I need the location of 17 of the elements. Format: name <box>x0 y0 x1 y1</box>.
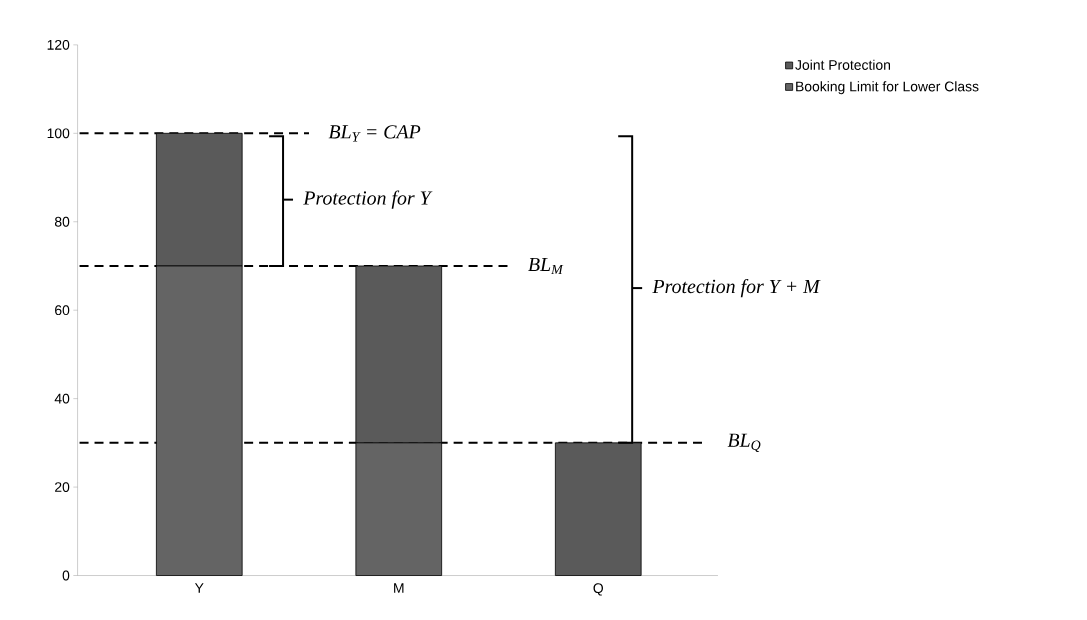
ref-line-label: BL$_{Q}$ <box>727 433 761 452</box>
ref-line-label: BL$_{Y}$ = CAP <box>328 124 421 142</box>
y-tick-label: 20 <box>55 481 70 492</box>
legend-label: Booking Limit for Lower Class <box>796 80 979 94</box>
y-tick-label: 120 <box>47 39 70 50</box>
ref-line-label: BL$_{M}$ <box>528 257 564 274</box>
x-tick-label: Y <box>194 583 204 593</box>
y-tick-label: 0 <box>62 570 70 581</box>
y-tick-label: 40 <box>54 393 70 404</box>
x-tick-label: M <box>394 583 404 593</box>
legend-label: Joint Protection <box>795 59 891 70</box>
annotation: Protection for Y + M <box>652 278 821 297</box>
y-tick-label: 60 <box>55 305 70 315</box>
y-tick-label: 100 <box>47 128 70 139</box>
y-tick-label: 80 <box>54 216 70 227</box>
annotation: Protection for Y <box>303 190 433 209</box>
x-tick-label: Q <box>593 583 604 596</box>
